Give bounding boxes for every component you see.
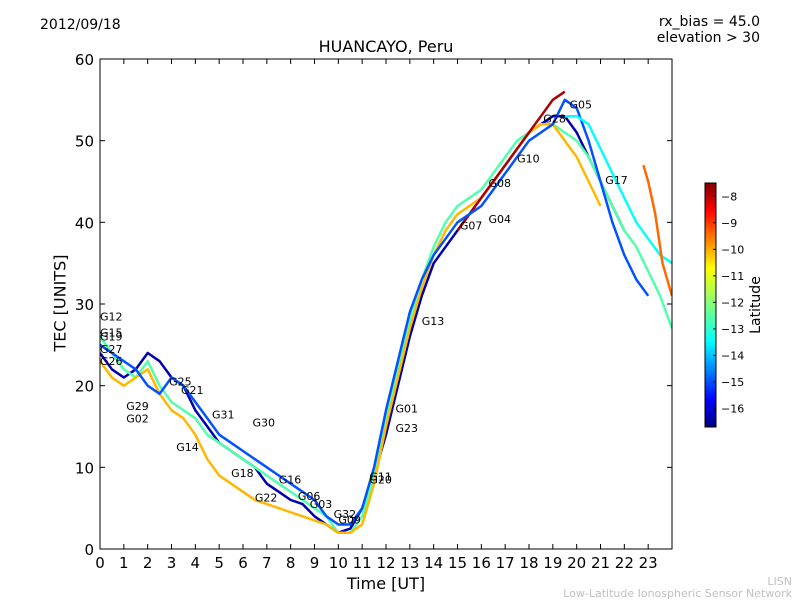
sat-label-G31: G31 [212,408,235,421]
x-tick-label: 23 [639,554,658,572]
series-layer [100,92,672,533]
sat-label-G20: G20 [369,474,392,487]
sat-label-G04: G04 [488,213,511,226]
x-tick-label: 4 [191,554,201,572]
sat-label-G21: G21 [181,384,204,397]
sat-label-G26: G26 [100,355,123,368]
y-tick-label: 50 [75,133,94,151]
colorbar-tick-label: −13 [721,323,744,336]
sat-label-G05: G05 [570,99,593,112]
satellite-labels: G12G15G19G27G26G29G02G25G21G14G31G18G30G… [100,99,628,527]
x-tick-label: 12 [376,554,395,572]
y-tick-label: 0 [84,541,94,559]
colorbar-tick-label: −15 [721,376,744,389]
sat-label-G12: G12 [100,310,123,323]
axis-ticks: 0 1 2 3 4 5 6 7 8 9 10 11 12 13 14 15 16 17 18 19 20 21 22 2301… [75,51,672,572]
x-tick-label: 17 [496,554,515,572]
colorbar-tick-label: −16 [721,402,744,415]
x-tick-label: 21 [591,554,610,572]
x-tick-label: 9 [310,554,320,572]
series-orange-tail [643,165,672,296]
x-tick-label: 19 [543,554,562,572]
sat-label-G08: G08 [488,177,511,190]
x-tick-label: 11 [353,554,372,572]
x-tick-label: 22 [615,554,634,572]
y-tick-label: 30 [75,296,94,314]
sat-label-G07: G07 [460,220,483,233]
x-tick-label: 20 [567,554,586,572]
sat-label-G27: G27 [100,343,123,356]
colorbar-tick-label: −9 [721,217,737,230]
colorbar-tick-label: −11 [721,270,744,283]
x-tick-label: 6 [238,554,248,572]
sat-label-G23: G23 [396,422,419,435]
sat-label-G10: G10 [517,153,540,166]
sat-label-G19: G19 [100,331,123,344]
y-tick-label: 60 [75,51,94,69]
sat-label-G14: G14 [176,441,199,454]
sat-label-G13: G13 [422,315,445,328]
sat-label-G02: G02 [126,412,149,425]
sat-label-G09: G09 [338,514,361,527]
y-tick-label: 20 [75,378,94,396]
sat-label-G16: G16 [279,474,302,487]
x-tick-label: 8 [286,554,296,572]
x-tick-label: 18 [519,554,538,572]
x-tick-label: 0 [95,554,105,572]
series-cyan [100,100,648,525]
series-east-lat [100,116,624,533]
x-tick-label: 16 [472,554,491,572]
x-tick-label: 3 [167,554,177,572]
colorbar-tick-label: −10 [721,243,744,256]
x-tick-label: 5 [214,554,224,572]
series-yellow [100,124,601,532]
tec-chart: G12G15G19G27G26G29G02G25G21G14G31G18G30G… [0,0,800,600]
sat-label-G30: G30 [253,416,276,429]
x-tick-label: 7 [262,554,272,572]
sat-label-G29: G29 [126,400,149,413]
sat-label-G18: G18 [231,467,254,480]
x-tick-label: 1 [119,554,129,572]
colorbar [705,183,716,427]
sat-label-G03: G03 [310,498,333,511]
x-tick-label: 13 [400,554,419,572]
x-tick-label: 14 [424,554,443,572]
sat-label-G28: G28 [543,113,566,126]
colorbar-ticks: −8 −9 −10 −11 −12 −13 −14 −15 −16 [713,190,744,415]
x-tick-label: 15 [448,554,467,572]
sat-label-G01: G01 [396,403,419,416]
colorbar-tick-label: −8 [721,190,737,203]
y-tick-label: 40 [75,214,94,232]
sat-label-G22: G22 [255,492,278,505]
x-tick-label: 2 [143,554,153,572]
sat-label-G17: G17 [605,174,628,187]
colorbar-tick-label: −14 [721,349,744,362]
colorbar-tick-label: −12 [721,296,744,309]
x-tick-label: 10 [329,554,348,572]
y-tick-label: 10 [75,459,94,477]
